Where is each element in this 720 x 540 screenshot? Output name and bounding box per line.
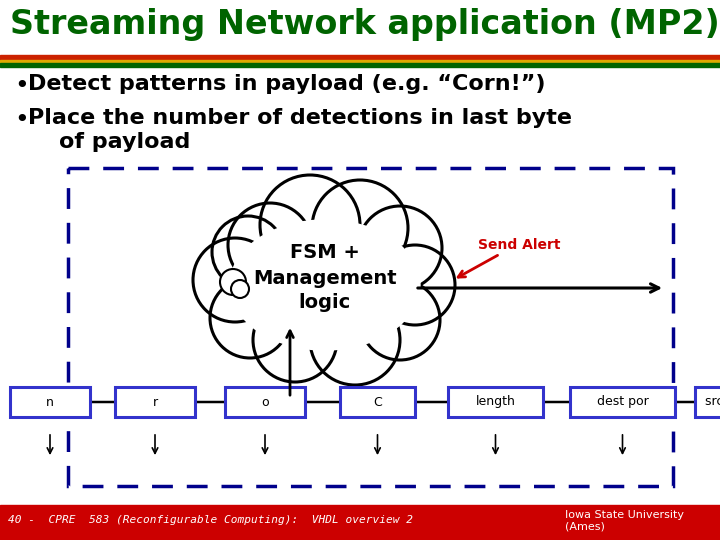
Circle shape [193,238,277,322]
Circle shape [360,280,440,360]
Circle shape [310,295,400,385]
Circle shape [231,280,249,298]
Text: dest por: dest por [597,395,649,408]
Bar [225,387,305,417]
Text: n: n [46,395,54,408]
Circle shape [312,180,408,276]
Bar [68,168,673,486]
Circle shape [212,216,284,288]
Bar [115,387,195,417]
Bar [0,63,720,67]
Bar [340,387,415,417]
Text: Send Alert: Send Alert [478,238,560,252]
Text: o: o [261,395,269,408]
Circle shape [375,245,455,325]
Text: of payload: of payload [28,132,190,152]
Bar [0,55,720,60]
Text: 40 -  CPRE  583 (Reconfigurable Computing):  VHDL overview 2: 40 - CPRE 583 (Reconfigurable Computing)… [8,515,413,525]
Text: C: C [373,395,382,408]
Circle shape [358,206,442,290]
Text: Iowa State University
(Ames): Iowa State University (Ames) [565,510,684,531]
Text: Streaming Network application (MP2): Streaming Network application (MP2) [10,8,720,41]
Text: src p: src p [705,395,720,408]
Circle shape [228,203,312,287]
Text: •: • [14,108,29,132]
Bar [0,505,720,540]
Circle shape [220,269,246,295]
Text: •: • [14,74,29,98]
Circle shape [253,298,337,382]
Bar [0,60,720,63]
Ellipse shape [230,220,420,350]
Text: Place the number of detections in last byte: Place the number of detections in last b… [28,108,572,128]
Bar [695,387,720,417]
Bar [10,387,90,417]
Circle shape [260,175,360,275]
Circle shape [210,278,290,358]
Text: length: length [476,395,516,408]
Text: Detect patterns in payload (e.g. “Corn!”): Detect patterns in payload (e.g. “Corn!”… [28,74,546,94]
Bar [570,387,675,417]
Text: r: r [153,395,158,408]
Text: FSM +
Management
logic: FSM + Management logic [253,244,397,313]
Bar [448,387,543,417]
